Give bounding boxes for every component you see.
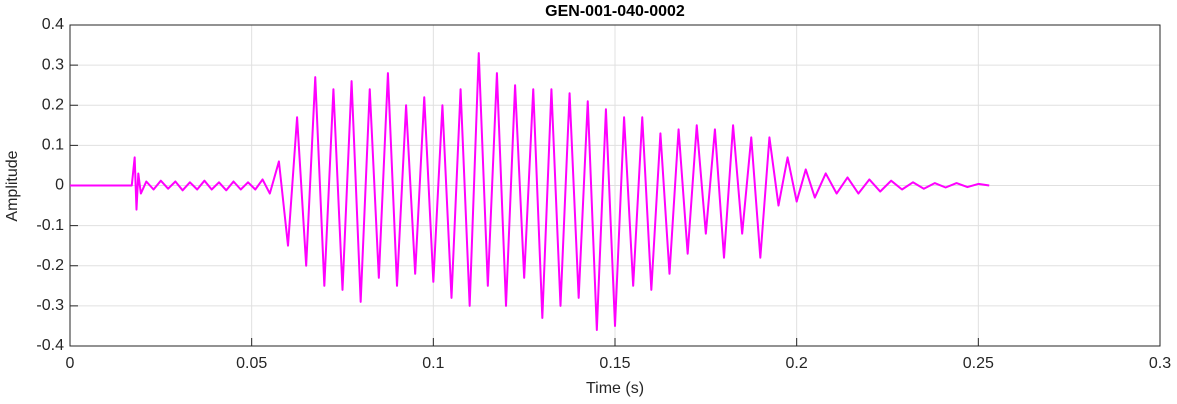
x-tick-label: 0: [66, 355, 75, 372]
y-tick-label: -0.2: [36, 257, 64, 274]
y-tick-label: -0.3: [36, 297, 64, 314]
y-tick-label: -0.1: [36, 217, 64, 234]
y-tick-label: 0.2: [42, 96, 64, 113]
x-tick-label: 0.1: [422, 355, 444, 372]
x-tick-label: 0.2: [786, 355, 808, 372]
x-tick-label: 0.05: [236, 355, 267, 372]
chart-title: GEN-001-040-0002: [545, 3, 685, 20]
y-tick-label: -0.4: [36, 337, 64, 354]
y-axis-label: Amplitude: [4, 150, 21, 221]
y-tick-label: 0: [55, 177, 64, 194]
y-tick-label: 0.3: [42, 56, 64, 73]
x-tick-label: 0.25: [963, 355, 994, 372]
x-tick-label: 0.3: [1149, 355, 1171, 372]
waveform-line: [70, 52, 990, 331]
y-tick-label: 0.1: [42, 137, 64, 154]
x-axis-label: Time (s): [586, 380, 644, 397]
y-tick-label: 0.4: [42, 16, 64, 33]
x-tick-label: 0.15: [599, 355, 630, 372]
